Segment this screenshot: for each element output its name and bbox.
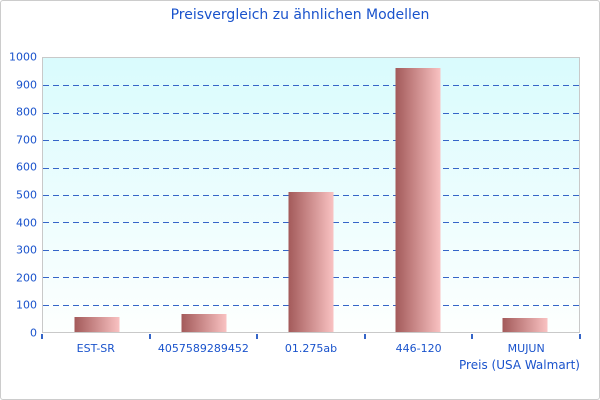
x-axis-labels: EST-SR 4057589289452 01.275ab 446-120 MUJUN	[42, 342, 580, 356]
bar-4057589289452	[181, 314, 227, 332]
y-tick-label: 300	[16, 243, 37, 257]
bar-446-120	[395, 67, 441, 332]
plot-area	[42, 57, 580, 333]
x-axis-tick	[471, 334, 474, 339]
x-tick-label-01.275ab: 01.275ab	[284, 342, 338, 355]
x-axis-tick	[256, 334, 259, 339]
y-tick-label: 900	[16, 78, 37, 92]
gridline-900	[43, 85, 579, 87]
x-axis-title: Preis (USA Walmart)	[459, 358, 580, 372]
x-tick-label-4057589289452: 4057589289452	[157, 342, 249, 355]
x-axis-ticks	[41, 334, 581, 340]
gridline-600	[43, 167, 579, 169]
y-tick-label: 600	[16, 160, 37, 174]
x-axis-tick	[41, 334, 43, 339]
y-axis: 0 100 200 300 400 500 600 700 800 900 1000	[1, 51, 37, 340]
bar-MUJUN	[502, 318, 548, 332]
bar-EST-SR	[74, 316, 120, 332]
gridline-700	[43, 140, 579, 142]
y-tick-label: 700	[16, 133, 37, 147]
x-tick-label-EST-SR: EST-SR	[76, 342, 115, 355]
x-tick-label-446-120: 446-120	[395, 342, 442, 355]
y-tick-label: 200	[16, 271, 37, 285]
y-tick-label: 0	[30, 326, 37, 340]
x-axis-tick	[363, 334, 366, 339]
x-axis-tick	[148, 334, 151, 339]
gridline-800	[43, 112, 579, 114]
bar-01.275ab	[288, 192, 334, 332]
y-tick-label: 500	[16, 188, 37, 202]
x-tick-label-MUJUN: MUJUN	[507, 342, 545, 355]
y-tick-label: 800	[16, 105, 37, 119]
chart-title: Preisvergleich zu ähnlichen Modellen	[170, 7, 430, 23]
y-tick-label: 1000	[9, 50, 37, 64]
x-axis-tick	[579, 334, 581, 339]
y-tick-label: 100	[16, 298, 37, 312]
y-tick-label: 400	[16, 216, 37, 230]
